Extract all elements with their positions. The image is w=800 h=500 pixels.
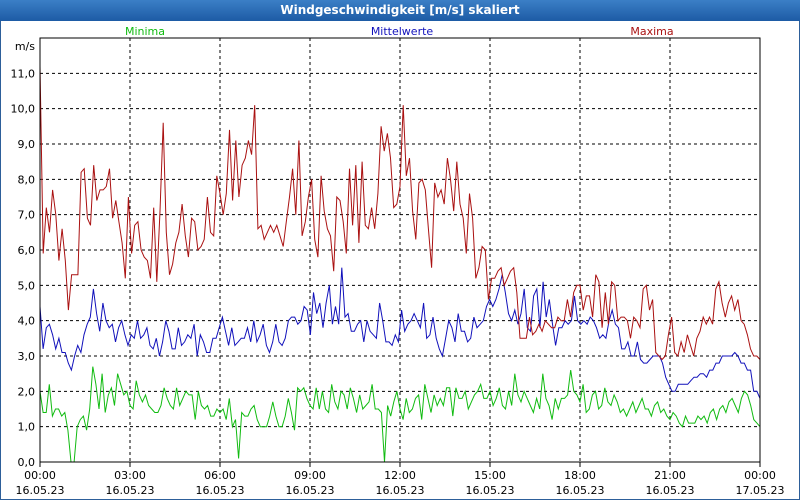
series-line-mittelwerte [39,267,761,399]
y-tick-label: 1,0 [18,421,36,434]
series-line-maxima [39,66,761,361]
axes [39,37,761,467]
y-tick-label: 0,0 [18,456,36,469]
y-tick-label: 5,0 [18,279,36,292]
y-tick-label: 6,0 [18,244,36,257]
x-tick-date: 17.05.23 [736,484,785,497]
x-tick-time: 06:00 [204,469,236,482]
legend-mittelwerte: Mittelwerte [371,25,434,38]
legend-maxima: Maxima [630,25,673,38]
y-tick-label: 7,0 [18,209,36,222]
y-tick-label: 2,0 [18,385,36,398]
x-tick-date: 16.05.23 [646,484,695,497]
x-tick-date: 16.05.23 [556,484,605,497]
x-tick-time: 09:00 [294,469,326,482]
y-axis-unit: m/s [15,40,35,53]
x-tick-time: 12:00 [384,469,416,482]
x-tick-time: 00:00 [744,469,776,482]
x-tick-date: 16.05.23 [466,484,515,497]
axis-labels: 0,0 1,0 2,0 3,0 4,0 5,0 6,0 7,0 8,0 9,0 10,0 11,0 m/… [11,25,785,497]
x-tick-date: 16.05.23 [286,484,335,497]
x-tick-date: 16.05.23 [196,484,245,497]
x-tick-date: 16.05.23 [16,484,65,497]
plot-frame [39,37,761,463]
x-tick-time: 21:00 [654,469,686,482]
y-tick-label: 9,0 [18,138,36,151]
window-title: Windgeschwindigkeit [m/s] skaliert [0,0,800,21]
y-tick-label: 8,0 [18,173,36,186]
x-tick-time: 15:00 [474,469,506,482]
x-tick-time: 18:00 [564,469,596,482]
x-tick-date: 16.05.23 [376,484,425,497]
y-tick-label: 11,0 [11,67,36,80]
grid [40,38,760,463]
x-tick-time: 00:00 [24,469,56,482]
series-lines [39,66,761,463]
legend-minima: Minima [125,25,165,38]
y-tick-label: 3,0 [18,350,36,363]
series-line-minima [39,366,761,463]
x-tick-date: 16.05.23 [106,484,155,497]
x-tick-time: 03:00 [114,469,146,482]
y-tick-label: 4,0 [18,315,36,328]
y-tick-label: 10,0 [11,103,36,116]
